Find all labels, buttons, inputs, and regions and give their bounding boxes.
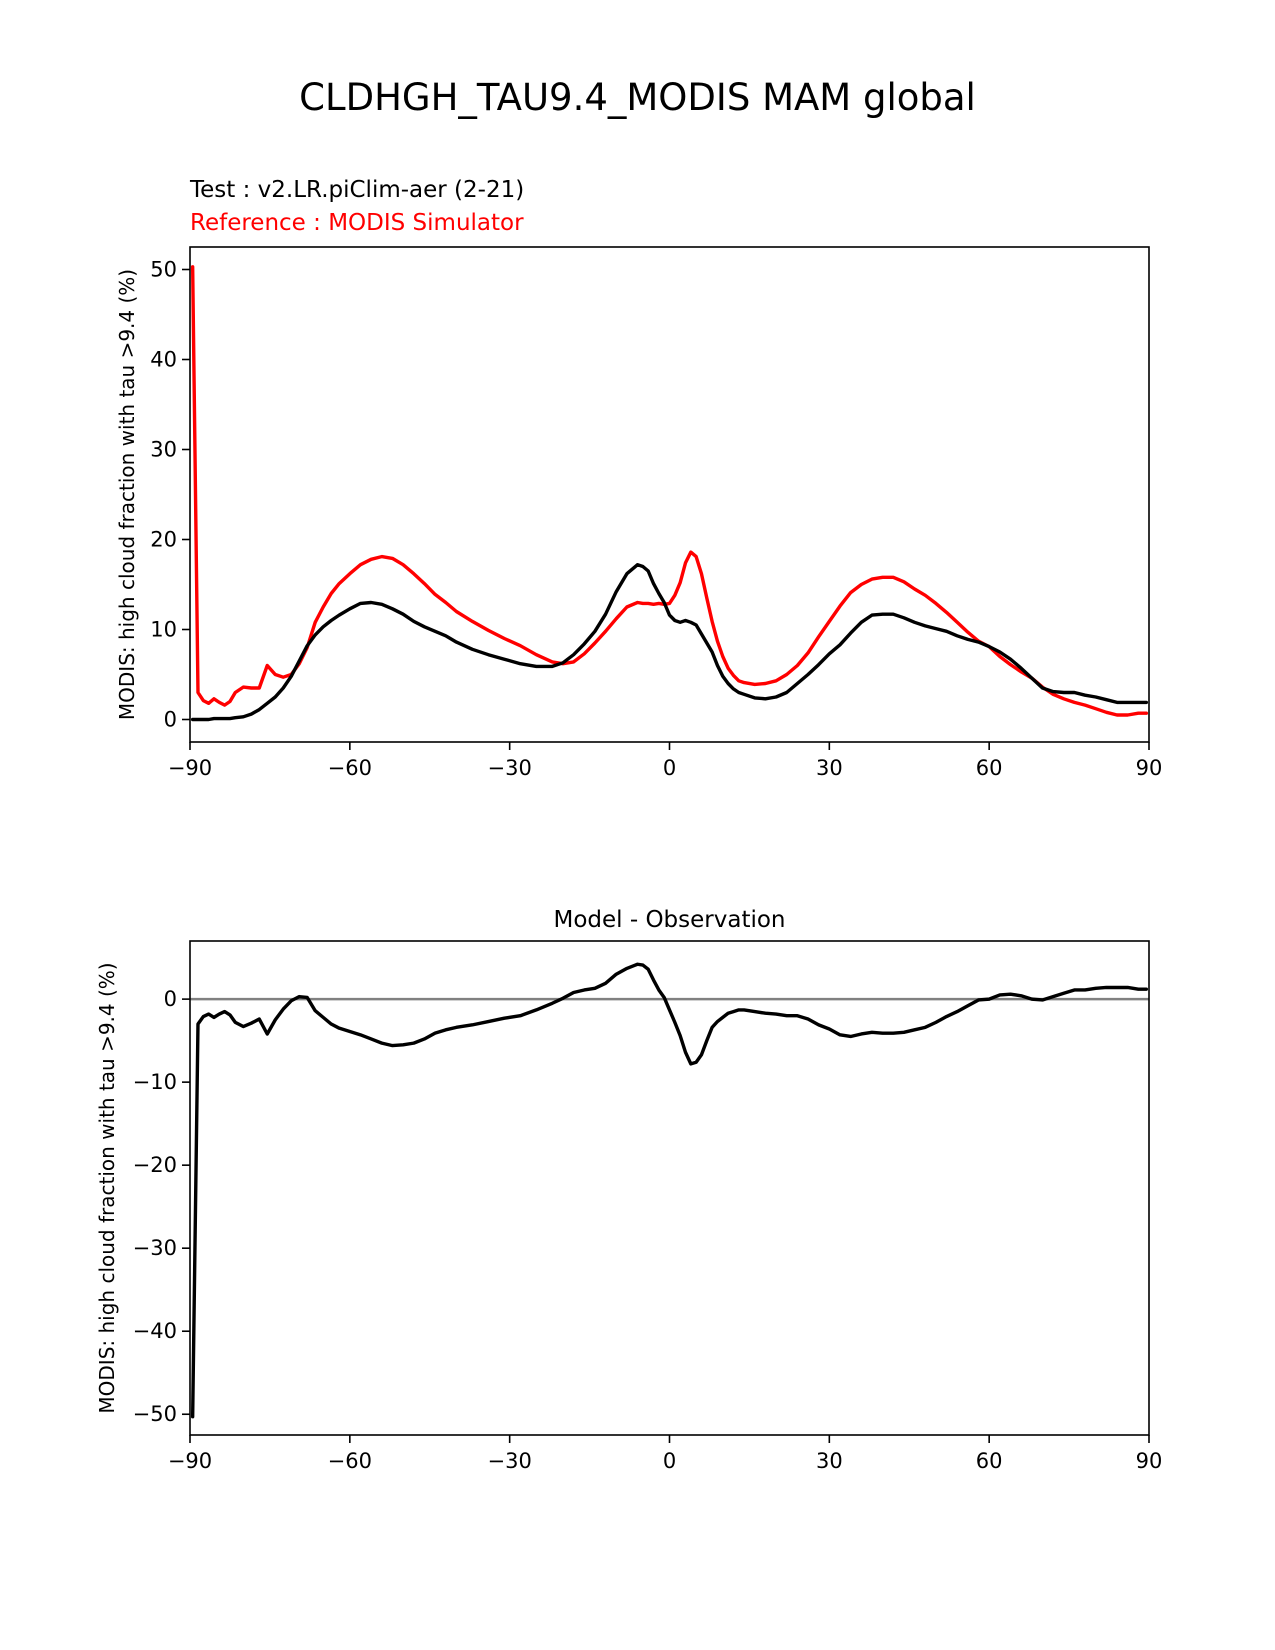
bottom-chart-title: Model - Observation bbox=[553, 907, 785, 933]
y-tick-label: 0 bbox=[164, 708, 177, 732]
y-tick-label: 40 bbox=[150, 348, 177, 372]
top-series-layer bbox=[190, 265, 1149, 722]
top-x-ticks: −90 −60 −30 0 30 60 90 bbox=[168, 742, 1163, 780]
y-tick-label: −30 bbox=[133, 1236, 177, 1260]
top-plot-area: −90 −60 −30 0 30 60 90 0 10 20 30 40 50 bbox=[150, 246, 1163, 780]
bottom-y-axis-label: MODIS: high cloud fraction with tau >9.4… bbox=[95, 962, 119, 1413]
y-tick-label: −50 bbox=[133, 1402, 177, 1426]
x-tick-label: 90 bbox=[1136, 1449, 1163, 1473]
x-tick-label: −30 bbox=[488, 1449, 532, 1473]
x-tick-label: −60 bbox=[328, 756, 372, 780]
difference-series-line bbox=[190, 962, 1149, 1419]
x-tick-label: 30 bbox=[816, 1449, 843, 1473]
y-tick-label: −10 bbox=[133, 1070, 177, 1094]
top-y-ticks: 0 10 20 30 40 50 bbox=[150, 258, 190, 732]
y-tick-label: 50 bbox=[150, 258, 177, 282]
x-tick-label: 90 bbox=[1136, 756, 1163, 780]
x-tick-label: −90 bbox=[168, 1449, 212, 1473]
y-tick-label: 20 bbox=[150, 528, 177, 552]
test-series-line bbox=[190, 563, 1149, 722]
x-tick-label: 60 bbox=[976, 1449, 1003, 1473]
test-label: Test : v2.LR.piClim-aer (2-21) bbox=[189, 177, 524, 203]
x-tick-label: 0 bbox=[663, 756, 676, 780]
x-tick-label: −90 bbox=[168, 756, 212, 780]
x-tick-label: 60 bbox=[976, 756, 1003, 780]
y-tick-label: −40 bbox=[133, 1319, 177, 1343]
x-tick-label: 0 bbox=[663, 1449, 676, 1473]
y-tick-label: 10 bbox=[150, 618, 177, 642]
top-y-axis-label: MODIS: high cloud fraction with tau >9.4… bbox=[115, 269, 139, 720]
top-panel: Test : v2.LR.piClim-aer (2-21) Reference… bbox=[115, 177, 1162, 780]
bottom-series-layer bbox=[190, 962, 1149, 1419]
x-tick-label: −60 bbox=[328, 1449, 372, 1473]
y-tick-label: −20 bbox=[133, 1153, 177, 1177]
bottom-y-ticks: 0 −10 −20 −30 −40 −50 bbox=[133, 987, 190, 1426]
y-tick-label: 0 bbox=[164, 987, 177, 1011]
bottom-x-ticks: −90 −60 −30 0 30 60 90 bbox=[168, 1435, 1163, 1473]
y-tick-label: 30 bbox=[150, 438, 177, 462]
x-tick-label: −30 bbox=[488, 756, 532, 780]
bottom-panel: Model - Observation −90 −60 −30 0 30 60 90 0 −1… bbox=[95, 907, 1162, 1473]
reference-series-line bbox=[190, 265, 1149, 717]
bottom-plot-area: −90 −60 −30 0 30 60 90 0 −10 −20 −30 −40 −50 bbox=[133, 940, 1163, 1473]
x-tick-label: 30 bbox=[816, 756, 843, 780]
figure-title: CLDHGH_TAU9.4_MODIS MAM global bbox=[299, 76, 976, 119]
reference-label: Reference : MODIS Simulator bbox=[190, 210, 524, 236]
